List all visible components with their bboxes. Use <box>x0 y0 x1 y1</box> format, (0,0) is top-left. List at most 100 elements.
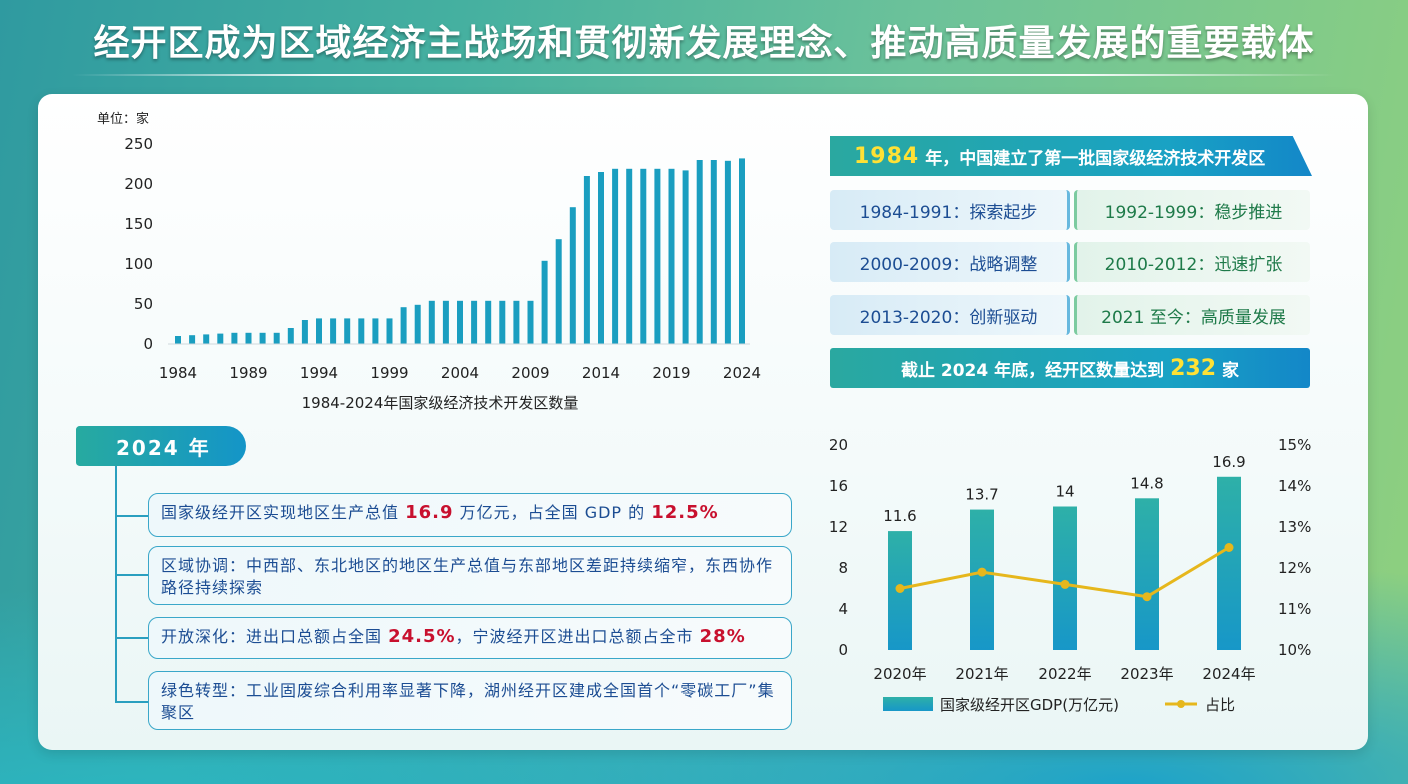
stage-2: 1992-1999：稳步推进 <box>1074 190 1310 230</box>
bullet-opening-text-a: 开放深化：进出口总额占全国 <box>161 627 389 646</box>
bullet-opening: 开放深化：进出口总额占全国 24.5%，宁波经开区进出口总额占全市 28% <box>148 617 792 659</box>
chart1-bar <box>612 168 619 344</box>
bullet-gdp-value: 16.9 <box>405 502 454 523</box>
chart2-right-tick: 14% <box>1278 477 1311 495</box>
chart1-x-label: 1984-2024年国家级经济技术开发区数量 <box>302 394 579 412</box>
chart2-share-line <box>895 543 1234 602</box>
chart1-x-tick: 2019 <box>652 364 690 382</box>
chart1-bar <box>330 318 337 344</box>
chart1-y-tick: 100 <box>124 255 153 273</box>
chart1-x-tick: 1984 <box>159 364 197 382</box>
tree-trunk <box>115 466 117 702</box>
chart1-bar <box>541 260 548 344</box>
chart1-bar <box>428 300 435 344</box>
chart1-x-tick: 1999 <box>370 364 408 382</box>
chart2-x-tick: 2020年 <box>873 665 926 683</box>
chart2-bar <box>1217 476 1241 650</box>
chart2-share-point <box>895 584 905 593</box>
chart1-bar <box>316 318 322 344</box>
stage-6: 2021 至今：高质量发展 <box>1074 295 1310 335</box>
bullet-opening-value-1: 24.5% <box>388 626 456 647</box>
chart2-bar-label: 14 <box>1055 483 1074 501</box>
bullet-gdp-share: 12.5% <box>651 502 719 523</box>
chart1-x-tick: 2004 <box>441 364 479 382</box>
chart1-x-tick: 1994 <box>300 364 338 382</box>
total-count-prefix: 截止 2024 年底，经开区数量达到 <box>900 360 1165 381</box>
chart2-bar-label: 14.8 <box>1130 474 1163 492</box>
chart2-bar <box>1135 498 1159 650</box>
stage-4: 2010-2012：迅速扩张 <box>1074 242 1310 282</box>
chart1-x-tick: 1989 <box>229 364 267 382</box>
chart1-bar <box>598 172 604 344</box>
chart2-left-tick: 20 <box>829 436 848 454</box>
chart1-bar <box>259 332 266 344</box>
chart1-bar <box>710 160 717 344</box>
chart2-share-point <box>1060 579 1070 589</box>
chart1-x-tick: 2014 <box>582 364 620 382</box>
chart2-left-tick: 8 <box>838 559 848 577</box>
bullet-gdp: 国家级经开区实现地区生产总值 16.9 万亿元，占全国 GDP 的 12.5% <box>148 493 792 537</box>
chart1-bar <box>626 168 633 344</box>
chart1-bar <box>739 158 745 344</box>
bullet-green: 绿色转型：工业固废综合利用率显著下降，湖州经开区建成全国首个“零碳工厂”集聚区 <box>148 671 792 730</box>
chart2-x-axis: 2020年 2021年 2022年 2023年 2024年 <box>873 665 1255 683</box>
chart1-bars <box>175 158 745 344</box>
bullet-opening-value-2: 28% <box>699 626 746 647</box>
chart1-bar <box>386 318 393 344</box>
chart2-bar-label: 13.7 <box>965 486 998 504</box>
chart2-x-tick: 2024年 <box>1202 665 1255 683</box>
zone-count-bar-chart: 单位：家 0 50 100 150 200 250 1984 1989 1994 1999 200… <box>97 111 761 412</box>
chart2-left-tick: 12 <box>829 518 848 536</box>
chart1-bar <box>189 335 196 344</box>
chart2-bars: 11.6 13.7 14 14.8 16.9 <box>883 453 1246 650</box>
chart2-left-tick: 16 <box>829 477 848 495</box>
chart1-bar <box>400 307 407 344</box>
chart1-bar <box>442 300 449 344</box>
chart1-x-axis: 1984 1989 1994 1999 2004 2009 2014 2019 2024 <box>159 364 761 382</box>
chart1-bar <box>203 334 210 344</box>
chart1-bar <box>513 300 520 344</box>
title-divider <box>72 74 1336 76</box>
chart1-bar <box>217 333 224 344</box>
chart1-y-tick: 250 <box>124 135 153 153</box>
chart1-y-tick: 0 <box>143 335 153 353</box>
total-count-suffix: 家 <box>1222 360 1240 381</box>
chart1-y-tick: 150 <box>124 215 153 233</box>
chart2-bar <box>1053 506 1077 650</box>
total-count-banner: 截止 2024 年底，经开区数量达到 232 家 <box>830 348 1310 388</box>
chart1-bar <box>696 160 703 344</box>
chart1-bar <box>457 300 463 344</box>
chart1-bar <box>724 160 731 344</box>
chart2-right-tick: 12% <box>1278 559 1311 577</box>
chart1-x-tick: 2024 <box>723 364 761 382</box>
chart1-bar <box>499 300 506 344</box>
chart2-left-axis: 0 4 8 12 16 20 <box>829 436 848 659</box>
tree-branch-2 <box>115 574 149 576</box>
chart1-bar <box>485 300 492 344</box>
chart2-right-tick: 13% <box>1278 518 1311 536</box>
legend-line-marker <box>1177 700 1185 708</box>
chart2-left-tick: 0 <box>838 641 848 659</box>
chart1-bar <box>654 168 661 344</box>
stage-1: 1984-1991：探索起步 <box>830 190 1070 230</box>
year-tab-2024: 2024 年 <box>76 426 246 466</box>
chart1-y-tick: 200 <box>124 175 153 193</box>
bullet-regional-text: 区域协调：中西部、东北地区的地区生产总值与东部地区差距持续缩窄，东西协作路径持续… <box>161 556 774 597</box>
legend-line-label: 占比 <box>1205 696 1235 714</box>
chart1-bar <box>668 168 675 344</box>
chart2-share-point <box>1224 543 1234 552</box>
legend-bar-swatch <box>883 697 933 711</box>
chart2-right-axis: 10% 11% 12% 13% 14% 15% <box>1278 436 1311 659</box>
total-count-number: 232 <box>1170 355 1217 381</box>
chart1-bar <box>231 332 238 344</box>
chart2-right-tick: 11% <box>1278 600 1311 618</box>
chart1-unit-label: 单位：家 <box>97 111 149 127</box>
legend-bar-label: 国家级经开区GDP(万亿元) <box>940 696 1119 714</box>
chart2-share-point <box>1142 592 1152 602</box>
chart2-x-tick: 2022年 <box>1038 665 1091 683</box>
bullet-opening-text-b: ，宁波经开区进出口总额占全市 <box>455 627 700 646</box>
chart2-legend: 国家级经开区GDP(万亿元) 占比 <box>883 696 1235 714</box>
stage-3: 2000-2009：战略调整 <box>830 242 1070 282</box>
bullet-gdp-text-b: 万亿元，占全国 GDP 的 <box>453 503 652 522</box>
